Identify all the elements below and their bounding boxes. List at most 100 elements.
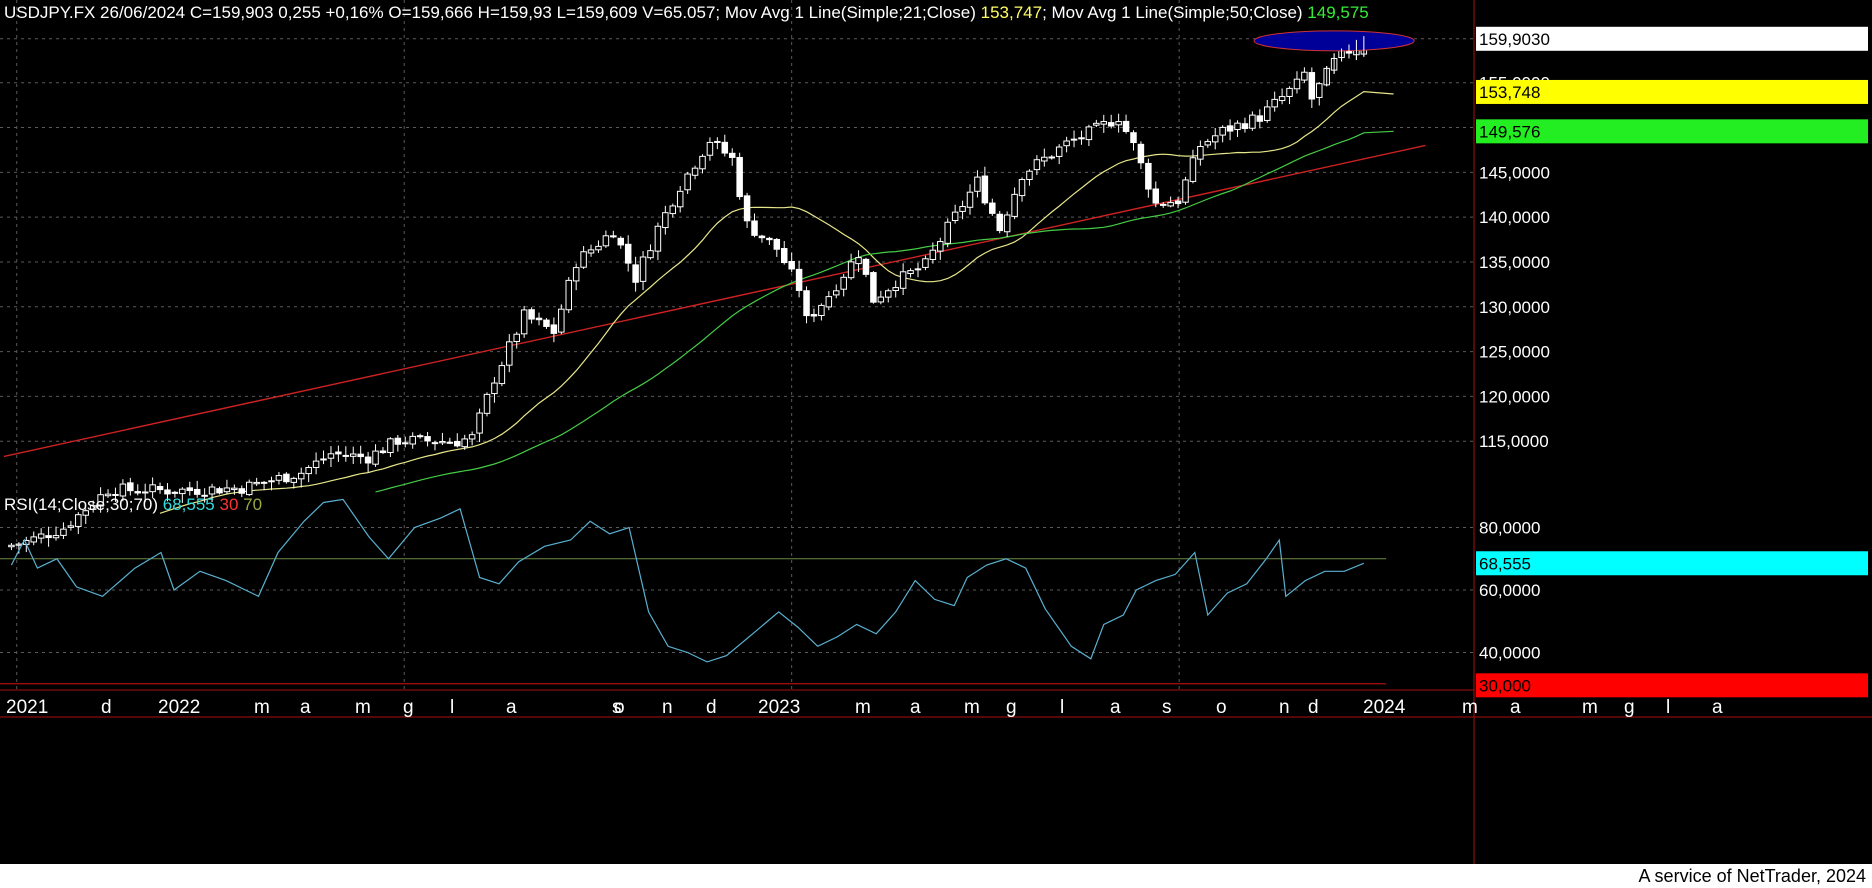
candle [914,262,922,278]
candle [1152,181,1160,208]
candle [357,445,364,464]
candle-body-up [840,276,847,290]
rsi-legend-low: 30 [219,495,243,514]
candle [966,184,974,215]
candle-body-up [974,176,981,192]
candle [416,433,424,439]
candle [1293,71,1301,94]
highlight-ellipse [1253,30,1415,52]
candle-body-down [862,258,870,275]
rsi-legend-label: RSI(14;Close;30;70) [4,495,163,514]
candle-body-up [290,477,298,483]
candle-body-down [1308,72,1316,100]
candle-body-up [1093,122,1100,126]
candle [736,152,743,200]
candle [885,288,892,303]
candle-body-down [535,317,543,321]
candle [669,203,677,218]
candle-body-up [654,225,662,252]
candle-body-up [818,304,825,317]
candle [75,512,82,535]
candle-body-up [312,460,320,469]
candle [989,198,996,216]
candle [1182,176,1189,205]
candle-body-up [892,287,899,292]
rsi-tick-label: 60,0000 [1479,581,1540,600]
candle-body-down [996,213,1003,232]
candle-body-up [1211,135,1219,143]
legend-ma50-label: ; Mov Avg 1 Line(Simple;50;Close) [1042,3,1307,22]
x-period-label: a [1712,697,1723,718]
candle-body-down [1256,115,1264,122]
candle-body-down [156,486,164,491]
candle-body-down [1122,120,1130,132]
candle [446,437,454,445]
candle [424,431,431,447]
candle-body-up [699,155,706,170]
candle-body-up [208,486,216,495]
candle [290,476,298,489]
candle-body-up [179,488,186,495]
candle [543,318,550,329]
candle-body-down [164,489,171,495]
candle [758,234,766,243]
candle-body-down [758,235,766,239]
candle [937,237,944,260]
candle [1033,155,1041,175]
candle [528,307,535,324]
candle [379,447,387,455]
x-period-label: g [1006,697,1017,718]
candle [795,260,803,298]
candle-body-down [1174,200,1182,205]
candle-body-up [669,205,677,215]
ma21-badge-bg [1476,79,1868,104]
candle [1093,119,1100,127]
candle-body-up [899,271,907,289]
candle [1211,127,1219,150]
candle [238,485,246,497]
candle [587,244,595,257]
candle [223,479,231,495]
candle-body-down [1078,137,1085,140]
candle [67,520,75,531]
candle-body-down [238,488,246,494]
candle [513,331,520,349]
candle-body-down [803,290,810,317]
candle-body-down [870,272,877,303]
candle [1256,109,1264,129]
candle [595,240,602,253]
candle-body-down [431,442,439,445]
x-period-label: a [1510,697,1521,718]
candle-body-up [297,472,305,480]
candle-body-up [498,365,506,385]
candle [981,166,989,206]
candle-body-up [587,249,595,254]
candle-body-down [394,437,402,445]
candle-body-up [149,484,156,493]
candle-body-up [1026,170,1033,180]
price-chart[interactable]: 115,0000 120,0000 125,0000 130,0000 135,0000… [0,0,1872,864]
candle [1241,117,1249,133]
candle-body-up [223,487,231,493]
rsi-low-badge-bg [1476,673,1868,698]
candle-body-up [37,533,45,539]
candle-body-up [1271,98,1278,108]
candle [253,477,260,486]
x-period-label: a [1110,697,1121,718]
candle-body-up [1197,145,1204,160]
candle [1011,187,1018,220]
candle [580,246,587,269]
candle [461,434,468,450]
candle [1145,158,1152,198]
candle-body-up [513,333,520,343]
candle [327,446,335,467]
candle [1085,124,1093,147]
candle-body-down [780,248,788,264]
price-tick-label: 125,0000 [1479,343,1550,362]
candle-body-up [885,290,892,298]
candle [297,467,305,488]
candle [320,450,327,465]
candle [922,255,929,271]
candle [1137,141,1145,170]
candle-body-up [30,536,37,543]
